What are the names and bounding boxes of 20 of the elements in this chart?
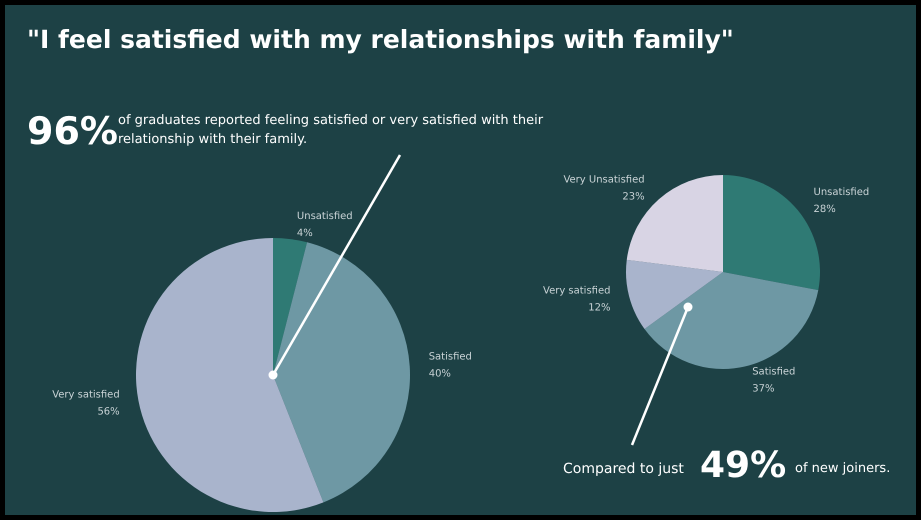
text: of graduates reported feeling satisfied or very satisfied with their relationship with their family.: [118, 112, 544, 149]
chart-title: "I feel satisfied with my relationships with family": [27, 25, 734, 54]
slice-label: Very Unsatisfied: [563, 174, 645, 186]
data-label: 23%: [622, 192, 645, 203]
text: 96%: [27, 109, 118, 153]
slice-label: Satisfied: [752, 366, 796, 378]
data-label: 28%: [814, 204, 836, 216]
data-label: 40%: [428, 368, 451, 380]
data-label: 56%: [97, 406, 120, 418]
text: Compared to just: [563, 461, 684, 477]
slice-label: Very satisfied: [543, 286, 610, 297]
slice-label: Unsatisfied: [296, 211, 353, 222]
data-label: 37%: [752, 383, 774, 394]
slice-label: Unsatisfied: [814, 187, 870, 198]
text: 49%: [700, 445, 786, 486]
slice-label: Satisfied: [428, 352, 472, 363]
data-label: 4%: [296, 228, 313, 240]
slice-label: Very satisfied: [52, 389, 120, 400]
text: of new joiners.: [795, 461, 890, 476]
data-label: 12%: [588, 302, 610, 314]
